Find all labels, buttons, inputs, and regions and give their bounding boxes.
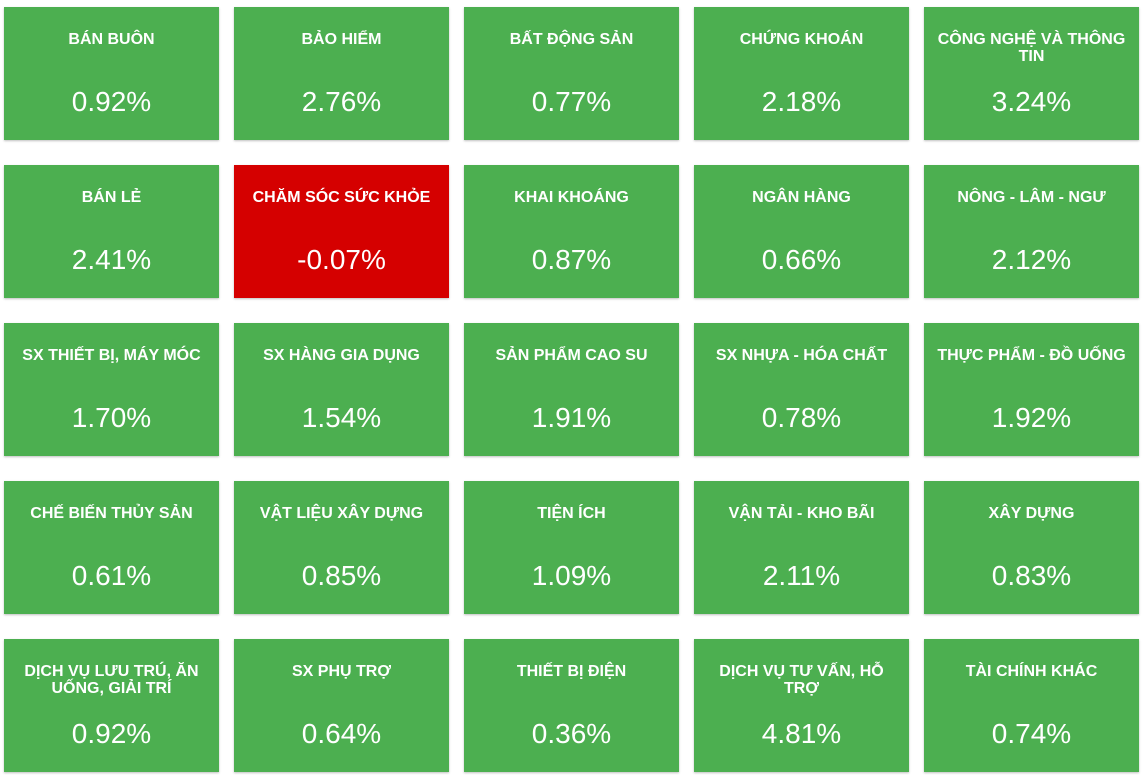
sector-tile: DỊCH VỤ TƯ VẤN, HỖ TRỢ 4.81% — [694, 639, 909, 772]
sector-label: VẬT LIỆU XÂY DỰNG — [259, 505, 424, 522]
sector-tile: BẤT ĐỘNG SẢN 0.77% — [464, 7, 679, 140]
sector-tile: KHAI KHOÁNG 0.87% — [464, 165, 679, 298]
sector-change: 4.81% — [761, 718, 842, 749]
sector-tile: CHĂM SÓC SỨC KHỎE -0.07% — [234, 165, 449, 298]
sector-change: 1.09% — [531, 560, 612, 591]
sector-change: 0.61% — [71, 560, 152, 591]
sector-label: KHAI KHOÁNG — [514, 189, 629, 206]
sector-label: NÔNG - LÂM - NGƯ — [957, 189, 1106, 206]
sector-tile: XÂY DỰNG 0.83% — [924, 481, 1139, 614]
sector-tile: THỰC PHẨM - ĐỒ UỐNG 1.92% — [924, 323, 1139, 456]
sector-tile: CÔNG NGHỆ VÀ THÔNG TIN 3.24% — [924, 7, 1139, 140]
sector-label: TÀI CHÍNH KHÁC — [965, 663, 1098, 680]
sector-tile: CHỨNG KHOÁN 2.18% — [694, 7, 909, 140]
sector-label: SX THIẾT BỊ, MÁY MÓC — [22, 347, 201, 364]
sector-label: BÁN BUÔN — [68, 31, 155, 48]
sector-label: VẬN TẢI - KHO BÃI — [728, 505, 875, 522]
sector-label: CHỨNG KHOÁN — [739, 31, 864, 48]
sector-change: 0.78% — [761, 402, 842, 433]
sector-change: 0.77% — [531, 86, 612, 117]
sector-label: XÂY DỰNG — [988, 505, 1075, 522]
sector-change: 1.54% — [301, 402, 382, 433]
sector-label: BẤT ĐỘNG SẢN — [509, 31, 634, 48]
sector-tile: NGÂN HÀNG 0.66% — [694, 165, 909, 298]
sector-tile: TÀI CHÍNH KHÁC 0.74% — [924, 639, 1139, 772]
sector-change: 0.87% — [531, 244, 612, 275]
sector-label: DỊCH VỤ LƯU TRÚ, ĂN UỐNG, GIẢI TRÍ — [24, 663, 199, 697]
sector-label: SX PHỤ TRỢ — [292, 663, 391, 680]
sector-change: 0.36% — [531, 718, 612, 749]
sector-label: NGÂN HÀNG — [752, 189, 851, 206]
sector-tile: DỊCH VỤ LƯU TRÚ, ĂN UỐNG, GIẢI TRÍ 0.92% — [4, 639, 219, 772]
sector-label: CÔNG NGHỆ VÀ THÔNG TIN — [937, 31, 1126, 65]
sector-tile: VẬT LIỆU XÂY DỰNG 0.85% — [234, 481, 449, 614]
sector-tile: NÔNG - LÂM - NGƯ 2.12% — [924, 165, 1139, 298]
sector-change: 3.24% — [991, 86, 1072, 117]
sector-tile: VẬN TẢI - KHO BÃI 2.11% — [694, 481, 909, 614]
sector-label: SẢN PHẨM CAO SU — [495, 347, 648, 364]
sector-change: 1.91% — [531, 402, 612, 433]
sector-change: 0.74% — [991, 718, 1072, 749]
sector-change: 0.92% — [71, 718, 152, 749]
sector-tile: SX THIẾT BỊ, MÁY MÓC 1.70% — [4, 323, 219, 456]
sector-change: 0.92% — [71, 86, 152, 117]
sector-label: SX NHỰA - HÓA CHẤT — [715, 347, 888, 364]
sector-label: CHĂM SÓC SỨC KHỎE — [252, 189, 431, 206]
sector-tile: BẢO HIỂM 2.76% — [234, 7, 449, 140]
sector-change: -0.07% — [297, 244, 386, 275]
sector-label: SX HÀNG GIA DỤNG — [263, 347, 420, 364]
sector-change: 2.76% — [301, 86, 382, 117]
sector-tile: SẢN PHẨM CAO SU 1.91% — [464, 323, 679, 456]
sector-tile: CHẾ BIẾN THỦY SẢN 0.61% — [4, 481, 219, 614]
sector-change: 2.41% — [71, 244, 152, 275]
sector-tile: BÁN BUÔN 0.92% — [4, 7, 219, 140]
sector-tile: THIẾT BỊ ĐIỆN 0.36% — [464, 639, 679, 772]
sector-change: 0.83% — [991, 560, 1072, 591]
sector-tile: SX PHỤ TRỢ 0.64% — [234, 639, 449, 772]
sector-label: CHẾ BIẾN THỦY SẢN — [30, 505, 193, 522]
sector-label: BẢO HIỂM — [301, 31, 382, 48]
sector-change: 1.70% — [71, 402, 152, 433]
sector-change: 2.12% — [991, 244, 1072, 275]
sector-label: DỊCH VỤ TƯ VẤN, HỖ TRỢ — [719, 663, 884, 697]
sector-tile: BÁN LẺ 2.41% — [4, 165, 219, 298]
sector-tile: SX HÀNG GIA DỤNG 1.54% — [234, 323, 449, 456]
sector-change: 1.92% — [991, 402, 1072, 433]
sector-label: THỰC PHẨM - ĐỒ UỐNG — [937, 347, 1126, 364]
sector-change: 0.66% — [761, 244, 842, 275]
sector-change: 0.64% — [301, 718, 382, 749]
sector-label: TIỆN ÍCH — [537, 505, 606, 522]
sector-change: 2.11% — [762, 560, 841, 591]
sector-tile: TIỆN ÍCH 1.09% — [464, 481, 679, 614]
sector-label: THIẾT BỊ ĐIỆN — [516, 663, 627, 680]
sector-change: 0.85% — [301, 560, 382, 591]
sector-change: 2.18% — [761, 86, 842, 117]
sector-label: BÁN LẺ — [81, 189, 142, 206]
sector-tile: SX NHỰA - HÓA CHẤT 0.78% — [694, 323, 909, 456]
